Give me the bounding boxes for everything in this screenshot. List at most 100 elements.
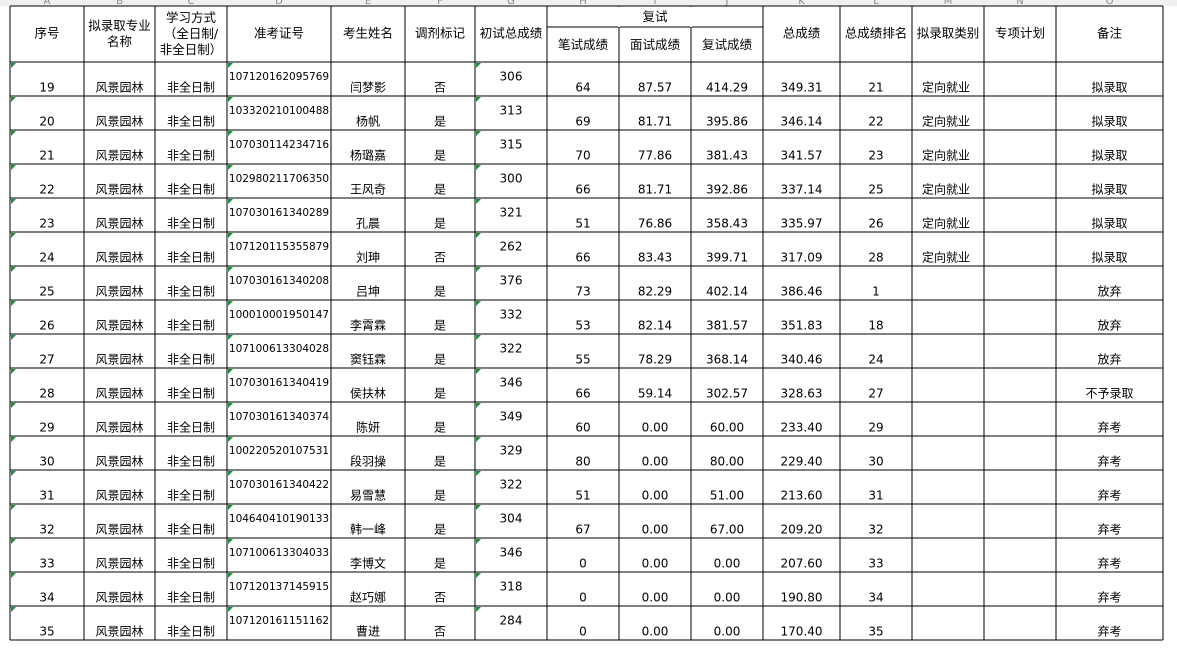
cell-text: 非全日制 <box>167 352 215 367</box>
cell-marker <box>476 63 481 68</box>
cell-text: 51 <box>575 217 590 231</box>
cell-text: 32 <box>39 523 54 537</box>
cell-text: 82.14 <box>638 319 672 333</box>
cell-text: 风景园林 <box>95 353 143 367</box>
cell-text: 是 <box>434 557 446 571</box>
cell-text: 段羽操 <box>350 454 386 469</box>
cell-text: 25 <box>39 285 54 299</box>
cell-text: 非全日制 <box>167 420 215 435</box>
cell-text: 23 <box>868 149 883 163</box>
cell-text: 易雪慧 <box>350 488 386 503</box>
cell-text: 是 <box>434 183 446 197</box>
cell-text: 229.40 <box>781 455 823 469</box>
cell-text: 337.14 <box>781 183 823 197</box>
cell-text: 刘珅 <box>356 251 380 265</box>
cell-text: 杨帆 <box>356 114 380 129</box>
cell-text: 21 <box>39 149 54 163</box>
cell-text: 100220520107531 <box>229 445 329 457</box>
cell-marker <box>11 165 16 170</box>
cell-text: 非全日制 <box>167 80 215 95</box>
column-header: 准考证号 <box>254 26 304 41</box>
cell-text: 209.20 <box>781 523 823 537</box>
cell-text: 170.40 <box>781 625 823 639</box>
cell-text: 358.43 <box>706 217 748 231</box>
cell-marker <box>11 403 16 408</box>
cell-text: 放弃 <box>1097 318 1121 333</box>
cell-text: 弃考 <box>1097 624 1121 639</box>
cell-text: 104640410190133 <box>229 513 329 525</box>
cell-marker <box>11 301 16 306</box>
column-header: 面试成绩 <box>630 37 681 52</box>
cell-text: 0 <box>579 591 587 605</box>
cell-text: 349 <box>500 410 523 424</box>
cell-marker <box>476 97 481 102</box>
cell-text: 51 <box>575 489 590 503</box>
cell-text: 是 <box>434 523 446 537</box>
cell-text: 闫梦影 <box>350 81 386 95</box>
cell-text: 是 <box>434 489 446 503</box>
column-header: 考生姓名 <box>343 26 393 41</box>
cell-text: 340.46 <box>781 353 823 367</box>
cell-text: 是 <box>434 217 446 231</box>
cell-text: 0 <box>579 557 587 571</box>
cell-text: 87.57 <box>638 81 672 95</box>
cell-text: 1 <box>872 285 880 299</box>
cell-text: 孔晨 <box>356 217 380 231</box>
cell-text: 306 <box>500 70 523 84</box>
cell-text: 韩一峰 <box>350 522 386 537</box>
cell-text: 107030161340289 <box>229 207 329 219</box>
cell-text: 是 <box>434 319 446 333</box>
cell-text: 风景园林 <box>95 387 143 401</box>
cell-text: 35 <box>868 625 883 639</box>
cell-text: 107030161340422 <box>229 479 329 491</box>
cell-marker <box>476 165 481 170</box>
cell-text: 21 <box>868 81 883 95</box>
cell-text: 346.14 <box>781 115 823 129</box>
cell-text: 风景园林 <box>95 251 143 265</box>
cell-text: 定向就业 <box>922 182 970 197</box>
cell-text: 332 <box>500 308 523 322</box>
cell-marker <box>228 403 233 408</box>
cell-text: 381.57 <box>706 319 748 333</box>
cell-text: 395.86 <box>706 115 748 129</box>
cell-text: 26 <box>39 319 54 333</box>
cell-text: 22 <box>39 183 54 197</box>
cell-marker <box>476 471 481 476</box>
cell-text: 23 <box>39 217 54 231</box>
group-header: 复试 <box>642 9 668 24</box>
cell-text: 弃考 <box>1097 590 1121 605</box>
cell-text: 100010001950147 <box>229 309 329 321</box>
cell-text: 341.57 <box>781 149 823 163</box>
cell-text: 300 <box>500 172 523 186</box>
cell-text: 否 <box>434 591 446 605</box>
cell-text: 曹进 <box>356 625 380 639</box>
cell-text: 0.00 <box>642 523 669 537</box>
cell-text: 28 <box>39 387 54 401</box>
cell-text: 0.00 <box>642 455 669 469</box>
cell-text: 53 <box>575 319 590 333</box>
cell-text: 非全日制 <box>167 182 215 197</box>
cell-marker <box>228 471 233 476</box>
cell-marker <box>228 607 233 612</box>
cell-text: 风景园林 <box>95 625 143 639</box>
column-letter: N <box>1016 0 1023 7</box>
cell-marker <box>11 471 16 476</box>
cell-text: 风景园林 <box>95 455 143 469</box>
cell-text: 拟录取 <box>1091 81 1127 95</box>
cell-text: 风景园林 <box>95 523 143 537</box>
cell-text: 0 <box>579 625 587 639</box>
cell-text: 82.29 <box>638 285 672 299</box>
cell-text: 是 <box>434 285 446 299</box>
cell-text: 非全日制 <box>167 114 215 129</box>
cell-text: 31 <box>39 489 54 503</box>
cell-text: 335.97 <box>781 217 823 231</box>
cell-text: 103320210100488 <box>229 105 329 117</box>
column-header: 序号 <box>34 26 59 41</box>
cell-text: 31 <box>868 489 883 503</box>
cell-text: 25 <box>868 183 883 197</box>
cell-text: 24 <box>868 353 883 367</box>
cell-text: 107120137145915 <box>229 581 329 593</box>
cell-text: 非全日制 <box>167 522 215 537</box>
